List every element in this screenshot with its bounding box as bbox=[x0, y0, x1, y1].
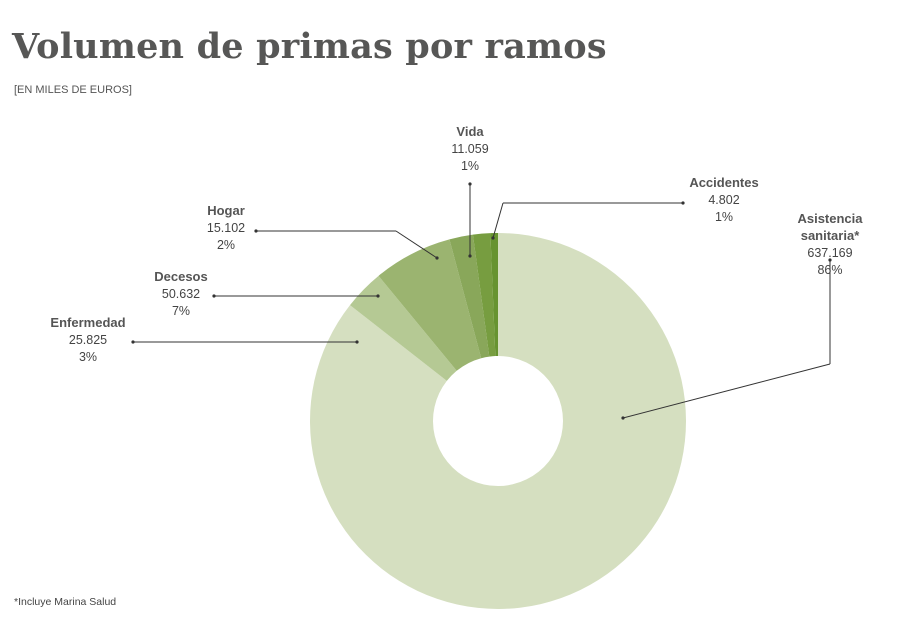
leader-dot-5 bbox=[681, 201, 685, 205]
slice-name-4: Vida bbox=[456, 124, 484, 139]
slice-value-0: 637.169 bbox=[807, 246, 852, 260]
leader-line-5 bbox=[492, 202, 504, 239]
chart-subtitle: [EN MILES DE EUROS] bbox=[14, 84, 132, 96]
slice-percent-0: 86% bbox=[817, 263, 842, 277]
slice-label-4: Vida 11.059 1% bbox=[451, 124, 488, 173]
leader-dot-5 bbox=[491, 236, 495, 240]
leader-dot-3 bbox=[254, 229, 258, 233]
slice-value-2: 50.632 bbox=[162, 287, 200, 301]
slice-percent-1: 3% bbox=[79, 350, 97, 364]
leader-dot-3 bbox=[435, 256, 439, 260]
leader-line-3 bbox=[395, 230, 438, 259]
slice-4 bbox=[472, 233, 496, 357]
slice-percent-4: 1% bbox=[461, 159, 479, 173]
leader-dot-2 bbox=[212, 294, 216, 298]
slice-0 bbox=[310, 233, 686, 609]
slice-label-0: Asistencia sanitaria* 637.169 86% bbox=[797, 211, 863, 277]
slice-name-5: Accidentes bbox=[689, 175, 758, 190]
leader-dot-0 bbox=[828, 258, 832, 262]
slice-percent-3: 2% bbox=[217, 238, 235, 252]
slice-value-1: 25.825 bbox=[69, 333, 107, 347]
slice-label-3: Hogar 15.102 2% bbox=[207, 203, 245, 252]
slice-label-5: Accidentes 4.802 1% bbox=[689, 175, 758, 224]
slice-percent-5: 1% bbox=[715, 210, 733, 224]
slice-value-5: 4.802 bbox=[708, 193, 739, 207]
slice-5 bbox=[490, 233, 498, 357]
slice-value-4: 11.059 bbox=[451, 142, 488, 156]
chart-title: Volumen de primas por ramos bbox=[12, 26, 607, 67]
slice-2 bbox=[378, 239, 482, 371]
leader-dot-4 bbox=[468, 182, 472, 186]
slice-1 bbox=[349, 275, 457, 381]
slice-percent-2: 7% bbox=[172, 304, 190, 318]
slice-label-1: Enfermedad 25.825 3% bbox=[50, 315, 125, 364]
leader-dot-0 bbox=[621, 416, 625, 420]
leader-line-0 bbox=[622, 363, 831, 419]
leader-dot-4 bbox=[468, 254, 472, 258]
leader-dot-1 bbox=[131, 340, 135, 344]
slice-value-3: 15.102 bbox=[207, 221, 245, 235]
slice-name-3: Hogar bbox=[207, 203, 245, 218]
leader-dot-2 bbox=[376, 294, 380, 298]
slice-name-2: Decesos bbox=[154, 269, 207, 284]
slice-name-0: sanitaria* bbox=[801, 228, 860, 243]
slice-3 bbox=[449, 234, 490, 359]
slice-name-1: Enfermedad bbox=[50, 315, 125, 330]
slice-name-0: Asistencia bbox=[797, 211, 863, 226]
footnote: *Incluye Marina Salud bbox=[14, 596, 117, 608]
slice-label-2: Decesos 50.632 7% bbox=[154, 269, 207, 318]
leader-dot-1 bbox=[355, 340, 359, 344]
